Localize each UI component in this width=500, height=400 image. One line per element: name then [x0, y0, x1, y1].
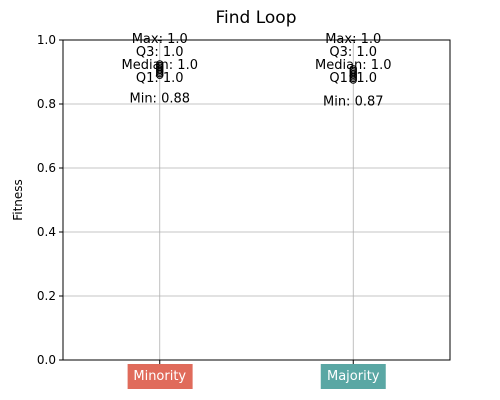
- stat-label-min: Min: 0.88: [129, 91, 190, 106]
- chart-title: Find Loop: [216, 8, 297, 28]
- y-axis-label: Fitness: [11, 179, 25, 221]
- stat-label-q3: Q3: 1.0: [136, 45, 184, 60]
- outlier-point: [349, 65, 357, 73]
- grid-lines: [63, 39, 450, 361]
- plot-frame: [62, 39, 451, 361]
- y-tick-label: 0.8: [37, 97, 56, 111]
- stat-label-median: Median: 1.0: [315, 58, 391, 73]
- y-axis: 0.0 0.2 0.4 0.6 0.8 1.0: [37, 33, 354, 367]
- stat-label-q3: Q3: 1.0: [329, 45, 377, 60]
- y-tick-label: 0.6: [37, 161, 56, 175]
- y-tick-label: 1.0: [37, 33, 56, 47]
- y-tick-label: 0.4: [37, 225, 56, 239]
- stat-label-min: Min: 0.87: [323, 95, 384, 110]
- stat-label-q1: Q1: 1.0: [329, 71, 377, 86]
- category-label-minority: Minority: [127, 364, 193, 389]
- category-label-majority: Majority: [321, 364, 386, 389]
- y-tick-label: 0.2: [37, 289, 56, 303]
- outlier-point: [156, 60, 164, 68]
- stat-label-q1: Q1: 1.0: [136, 71, 184, 86]
- y-tick-label: 0.0: [37, 353, 56, 367]
- stat-label-median: Median: 1.0: [122, 58, 198, 73]
